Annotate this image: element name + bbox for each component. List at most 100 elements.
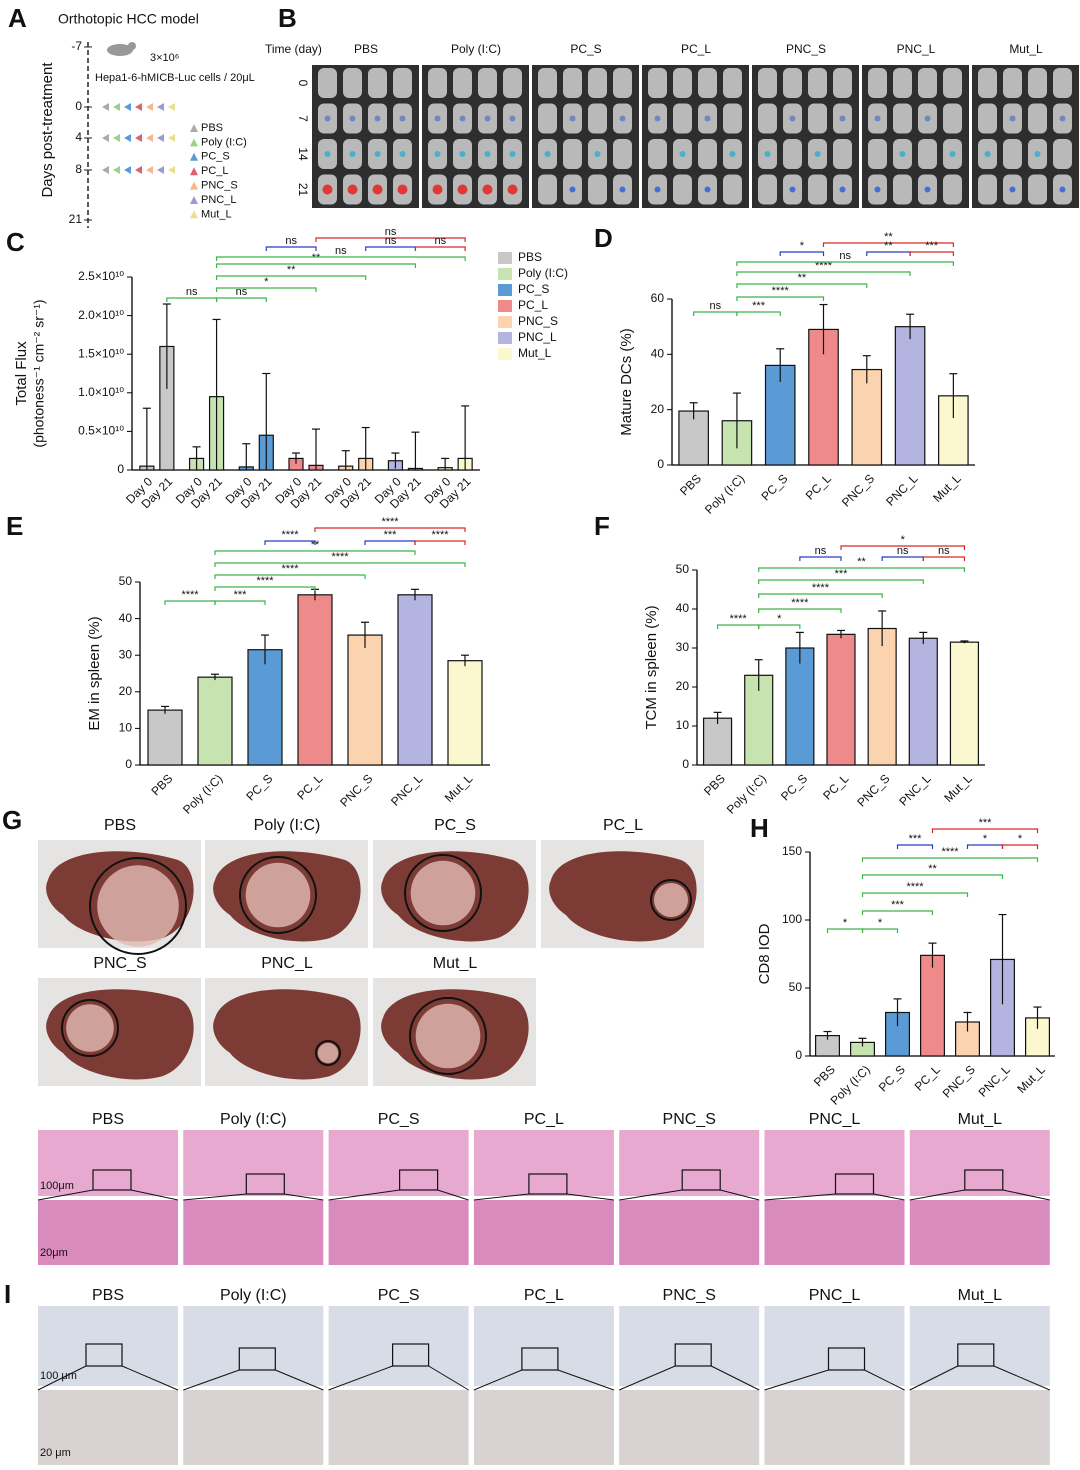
zoom-box (238, 1347, 276, 1371)
significance-bracket (264, 540, 316, 545)
significance-bracket (214, 600, 266, 605)
zoom-box (827, 1347, 866, 1371)
significance-bracket (214, 562, 466, 567)
signal-spot (374, 115, 381, 122)
y-tick-label: 50 (119, 574, 133, 588)
zoom-line (284, 1193, 324, 1201)
panel-title: Orthotopic HCC model (58, 11, 199, 27)
panel-letter: B (278, 3, 297, 33)
mouse-icon (107, 44, 133, 56)
mouse-image (588, 103, 607, 134)
bar (867, 627, 897, 766)
zoom-image (183, 1390, 324, 1465)
signal-spot (814, 151, 821, 157)
zoom-box (85, 1343, 123, 1367)
x-tick-label: PNC_L (896, 771, 933, 808)
x-tick-label: Poly (I:C) (702, 471, 747, 516)
group-label: Poly (I:C) (451, 42, 501, 56)
zoom-box (834, 1173, 875, 1195)
mouse-image (833, 68, 852, 98)
significance-bracket (758, 593, 883, 598)
y-axis-unit: (photoness⁻¹ cm⁻² sr⁻¹) (31, 299, 47, 447)
y-tick-label: 20 (119, 684, 133, 698)
tumor (245, 862, 311, 928)
zoom-box (245, 1173, 285, 1195)
legend-label: Poly (I:C) (518, 266, 568, 280)
panel-letter: A (8, 3, 27, 33)
treatment-marker (146, 134, 153, 142)
treatment-marker (102, 166, 109, 174)
panel-letter: I (4, 1279, 11, 1309)
zoom-line (121, 1365, 179, 1391)
x-tick-label: PNC_S (337, 771, 375, 809)
overview-image (473, 1130, 614, 1196)
significance-label: * (983, 833, 988, 845)
treatment-marker (113, 103, 120, 111)
mouse-image (613, 68, 632, 98)
mouse-image (453, 68, 472, 98)
significance-bracket (214, 550, 416, 555)
significance-label: ns (385, 226, 397, 238)
x-tick-label: Poly (I:C) (180, 771, 225, 816)
x-tick-label: PC_S (778, 771, 810, 803)
mouse-image (1053, 68, 1072, 98)
y-tick-label: 60 (651, 291, 665, 305)
significance-label: * (878, 917, 883, 929)
photo-label: PBS (104, 817, 136, 834)
day-label: 0 (75, 99, 82, 113)
mouse-image (563, 139, 582, 169)
zoom-image (619, 1390, 760, 1465)
treatment-marker (113, 166, 120, 174)
significance-bracket (414, 246, 466, 251)
day-label: -7 (71, 39, 82, 53)
zoom-line (328, 1365, 393, 1391)
significance-label: **** (256, 575, 274, 587)
significance-bracket (861, 874, 1004, 879)
signal-spot (399, 151, 406, 157)
significance-bracket (215, 297, 267, 302)
mouse-image (783, 139, 802, 169)
mouse-image (978, 174, 997, 205)
zoom-box (681, 1169, 721, 1191)
x-tick-label: PNC_L (883, 471, 920, 508)
zoom-line (909, 1189, 965, 1201)
mouse-image (893, 174, 912, 205)
bar (197, 676, 233, 766)
mouse-image (868, 139, 887, 169)
x-tick-label: PC_L (294, 771, 325, 802)
treatment-marker (146, 103, 153, 111)
legend-swatch (498, 300, 512, 312)
significance-label: **** (815, 260, 833, 272)
zoom-line (720, 1189, 760, 1201)
zoom-line (909, 1365, 959, 1391)
signal-spot (1034, 151, 1041, 157)
significance-label: * (1018, 833, 1023, 845)
x-tick-label: PBS (677, 471, 704, 498)
significance-label: ** (884, 231, 893, 243)
legend-marker (190, 124, 198, 132)
significance-label: ns (815, 545, 827, 557)
zoom-line (993, 1365, 1050, 1391)
significance-bracket (758, 579, 924, 584)
significance-label: ns (186, 286, 198, 298)
mouse-image (538, 103, 557, 134)
significance-label: ns (385, 235, 397, 247)
zoom-image (328, 1390, 469, 1465)
overview-image (38, 1130, 178, 1196)
signal-spot (459, 151, 466, 157)
scale-label: 20 μm (40, 1447, 71, 1459)
zoom-box (674, 1343, 712, 1367)
signal-spot (374, 151, 381, 157)
day-label: 21 (69, 212, 83, 226)
zoom-line (37, 1189, 94, 1201)
signal-spot (679, 151, 686, 157)
mouse-image (978, 68, 997, 98)
significance-label: ** (884, 240, 893, 252)
significance-bracket (364, 540, 416, 545)
signal-spot (1059, 115, 1066, 122)
section-label: PNC_L (809, 1111, 861, 1128)
bar (894, 326, 926, 466)
significance-bracket (861, 857, 1039, 862)
significance-bracket (365, 246, 417, 251)
